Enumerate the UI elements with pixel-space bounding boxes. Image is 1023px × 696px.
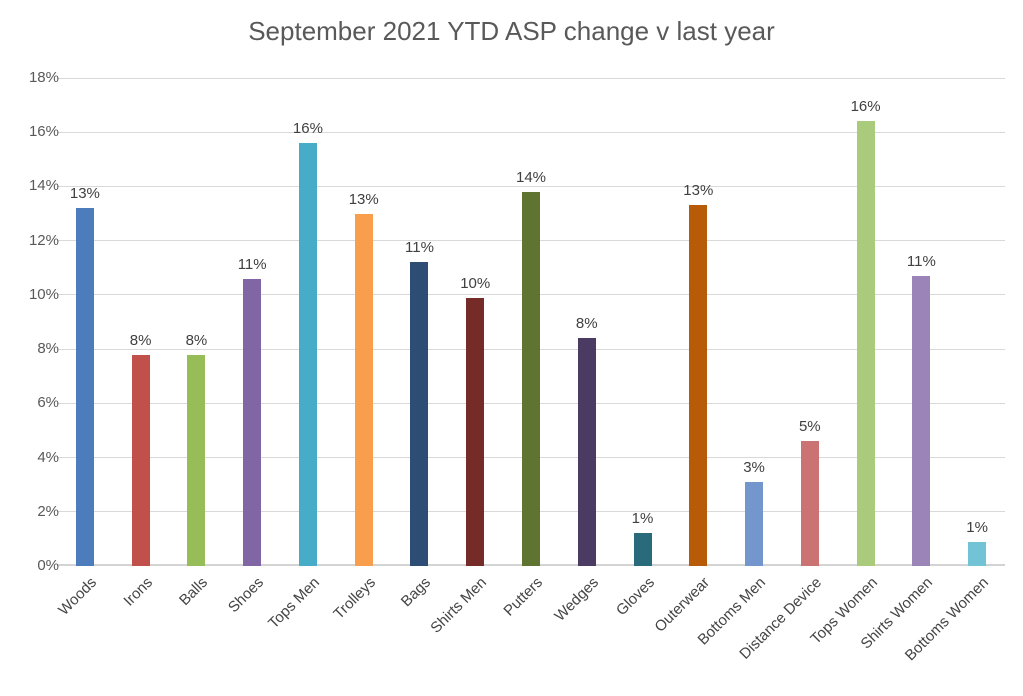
bar-value-label: 11% (405, 239, 434, 257)
chart-title: September 2021 YTD ASP change v last yea… (248, 16, 775, 46)
bar-putters (522, 191, 540, 566)
y-axis-tick-label: 6% (37, 394, 59, 412)
bar-outerwear (689, 205, 708, 566)
bar-bags (410, 262, 429, 566)
y-axis-tick-label: 8% (37, 340, 59, 358)
bar-value-label: 1% (966, 518, 988, 536)
y-axis-tick-label: 18% (28, 69, 59, 86)
plot-area: 13% 8% 8% 11% 16% 13% 11% 10% 14% 8% 1% 13% 3% 5% 16% 1… (57, 77, 1005, 566)
bar-value-label: 11% (237, 255, 267, 273)
bar-shoes (243, 278, 262, 566)
bar-value-label: 8% (129, 331, 152, 349)
bar-shirts-men (466, 297, 485, 566)
y-axis-tick-label: 12% (28, 231, 59, 249)
bar-balls (187, 354, 206, 566)
bar-tops-women (856, 121, 875, 566)
bar-value-label: 13% (348, 190, 379, 208)
bar-value-label: 8% (575, 315, 598, 333)
bar-value-label: 1% (631, 510, 654, 528)
bar-value-label: 13% (683, 182, 714, 200)
bar-distance-device (800, 441, 819, 566)
bar-value-label: 8% (185, 331, 208, 349)
bar-wedges (577, 338, 596, 566)
bar-value-label: 16% (292, 120, 323, 138)
bar-irons (131, 354, 150, 566)
bar-tops-men (298, 143, 317, 566)
gridline (57, 131, 1005, 133)
bar-value-label: 3% (743, 458, 765, 476)
bar-value-label: 10% (460, 274, 491, 292)
y-axis-tick-label: 4% (37, 448, 59, 466)
bar-shirts-women (912, 275, 931, 566)
y-axis-tick-label: 0% (37, 557, 59, 574)
gridline (57, 77, 1005, 79)
bar-woods (75, 208, 94, 566)
gridline (57, 185, 1005, 187)
bar-value-label: 5% (798, 418, 821, 436)
bar-bottoms-women (968, 541, 987, 566)
bar-value-label: 11% (906, 252, 936, 270)
bar-value-label: 16% (850, 98, 881, 116)
bar-bottoms-men (745, 481, 764, 566)
y-axis-tick-label: 10% (28, 285, 59, 303)
y-axis-tick-label: 2% (37, 502, 59, 520)
bar-value-label: 14% (515, 168, 547, 186)
bar-trolleys (354, 213, 373, 566)
y-axis-tick-label: 16% (28, 123, 59, 141)
bar-value-label: 13% (69, 185, 100, 203)
y-axis-tick-label: 14% (28, 177, 59, 195)
bar-gloves (633, 533, 652, 566)
